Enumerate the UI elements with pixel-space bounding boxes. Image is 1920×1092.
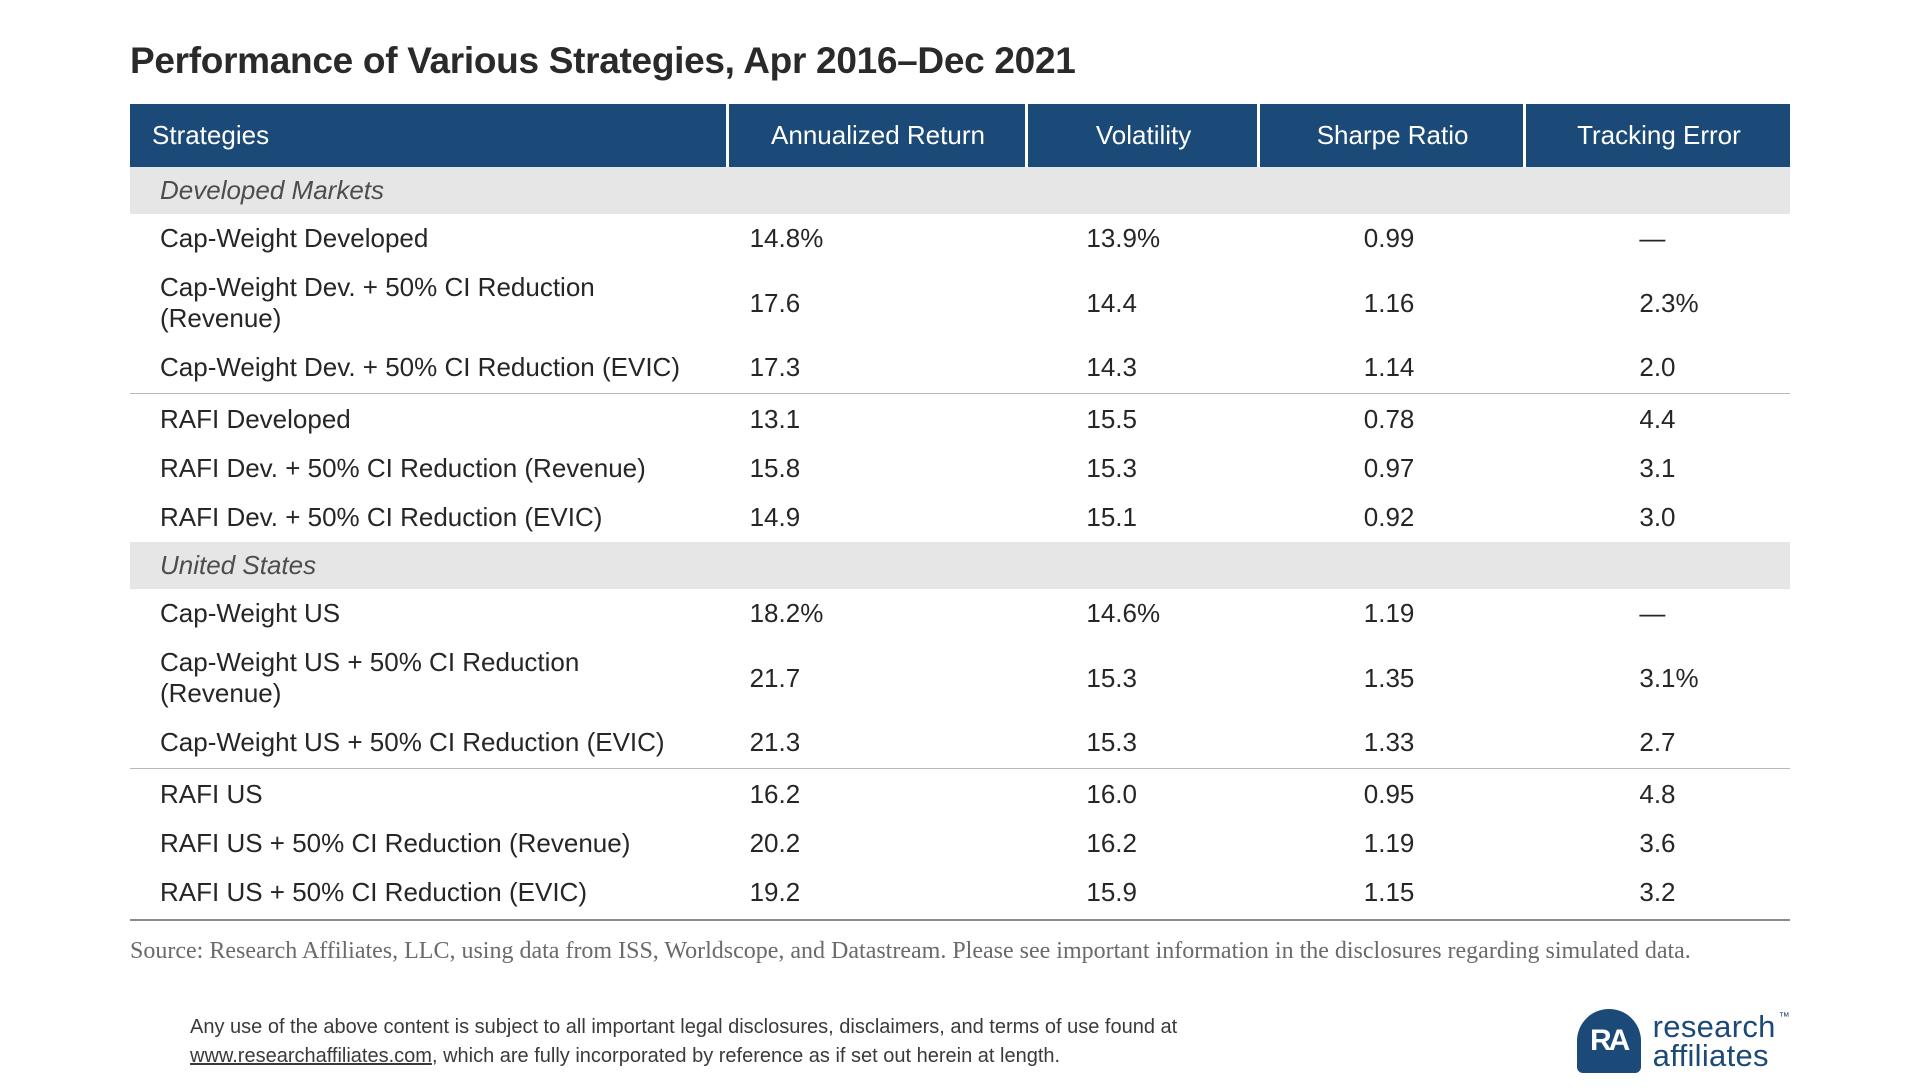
cell-annualized-return: 19.2: [728, 868, 1027, 917]
source-note: Source: Research Affiliates, LLC, using …: [130, 935, 1790, 967]
cell-tracking-error: 4.8: [1524, 770, 1790, 819]
cell-strategy: Cap-Weight Developed: [130, 214, 728, 263]
cell-strategy: Cap-Weight Dev. + 50% CI Reduction (Reve…: [130, 263, 728, 343]
footer: Any use of the above content is subject …: [130, 1013, 1790, 1073]
cell-annualized-return: 18.2%: [728, 589, 1027, 638]
cell-volatility: 14.3: [1026, 343, 1258, 392]
cell-volatility: 16.0: [1026, 770, 1258, 819]
table-row: RAFI US + 50% CI Reduction (EVIC)19.215.…: [130, 868, 1790, 917]
cell-strategy: RAFI US + 50% CI Reduction (Revenue): [130, 819, 728, 868]
cell-tracking-error: 3.6: [1524, 819, 1790, 868]
cell-sharpe: 1.19: [1259, 819, 1525, 868]
cell-sharpe: 0.95: [1259, 770, 1525, 819]
cell-sharpe: 1.15: [1259, 868, 1525, 917]
cell-sharpe: 0.99: [1259, 214, 1525, 263]
brand-wordmark: research™ affiliates: [1653, 1012, 1790, 1071]
cell-sharpe: 0.97: [1259, 444, 1525, 493]
cell-sharpe: 0.78: [1259, 395, 1525, 444]
section-label: United States: [130, 542, 1790, 589]
cell-tracking-error: 3.1%: [1524, 638, 1790, 718]
cell-tracking-error: 3.1: [1524, 444, 1790, 493]
cell-volatility: 15.1: [1026, 493, 1258, 542]
cell-strategy: Cap-Weight Dev. + 50% CI Reduction (EVIC…: [130, 343, 728, 392]
cell-tracking-error: 2.7: [1524, 718, 1790, 767]
cell-sharpe: 1.19: [1259, 589, 1525, 638]
table-row: RAFI Developed13.115.50.784.4: [130, 395, 1790, 444]
col-strategies: Strategies: [130, 104, 728, 167]
cell-tracking-error: 2.0: [1524, 343, 1790, 392]
cell-volatility: 15.3: [1026, 444, 1258, 493]
table-row: Cap-Weight US18.2%14.6%1.19—: [130, 589, 1790, 638]
table-row: Cap-Weight US + 50% CI Reduction (Revenu…: [130, 638, 1790, 718]
cell-annualized-return: 20.2: [728, 819, 1027, 868]
legal-prefix: Any use of the above content is subject …: [190, 1016, 1177, 1038]
cell-volatility: 16.2: [1026, 819, 1258, 868]
section-header: United States: [130, 542, 1790, 589]
cell-volatility: 14.4: [1026, 263, 1258, 343]
cell-sharpe: 1.16: [1259, 263, 1525, 343]
cell-annualized-return: 17.3: [728, 343, 1027, 392]
cell-volatility: 15.5: [1026, 395, 1258, 444]
table-row: RAFI Dev. + 50% CI Reduction (Revenue)15…: [130, 444, 1790, 493]
cell-strategy: RAFI US: [130, 770, 728, 819]
cell-tracking-error: —: [1524, 589, 1790, 638]
table-end-rule: [130, 917, 1790, 921]
table-row: Cap-Weight US + 50% CI Reduction (EVIC)2…: [130, 718, 1790, 767]
cell-annualized-return: 21.7: [728, 638, 1027, 718]
col-sharpe-ratio: Sharpe Ratio: [1259, 104, 1525, 167]
trademark-symbol: ™: [1779, 1011, 1790, 1023]
cell-strategy: RAFI US + 50% CI Reduction (EVIC): [130, 868, 728, 917]
brand-line2: affiliates: [1653, 1041, 1790, 1070]
cell-tracking-error: —: [1524, 214, 1790, 263]
cell-annualized-return: 14.9: [728, 493, 1027, 542]
cell-strategy: Cap-Weight US: [130, 589, 728, 638]
cell-volatility: 15.9: [1026, 868, 1258, 917]
cell-strategy: Cap-Weight US + 50% CI Reduction (Revenu…: [130, 638, 728, 718]
cell-annualized-return: 17.6: [728, 263, 1027, 343]
table-row: RAFI US + 50% CI Reduction (Revenue)20.2…: [130, 819, 1790, 868]
cell-volatility: 15.3: [1026, 638, 1258, 718]
cell-strategy: RAFI Developed: [130, 395, 728, 444]
cell-volatility: 13.9%: [1026, 214, 1258, 263]
ra-logo-icon: RA: [1577, 1009, 1641, 1073]
cell-strategy: RAFI Dev. + 50% CI Reduction (Revenue): [130, 444, 728, 493]
cell-annualized-return: 15.8: [728, 444, 1027, 493]
cell-strategy: RAFI Dev. + 50% CI Reduction (EVIC): [130, 493, 728, 542]
cell-annualized-return: 13.1: [728, 395, 1027, 444]
cell-tracking-error: 3.2: [1524, 868, 1790, 917]
page-title: Performance of Various Strategies, Apr 2…: [130, 40, 1790, 82]
table-row: Cap-Weight Developed14.8%13.9%0.99—: [130, 214, 1790, 263]
col-tracking-error: Tracking Error: [1524, 104, 1790, 167]
table-header-row: Strategies Annualized Return Volatility …: [130, 104, 1790, 167]
table-row: RAFI Dev. + 50% CI Reduction (EVIC)14.91…: [130, 493, 1790, 542]
cell-volatility: 14.6%: [1026, 589, 1258, 638]
table-row: RAFI US16.216.00.954.8: [130, 770, 1790, 819]
section-label: Developed Markets: [130, 167, 1790, 214]
cell-annualized-return: 21.3: [728, 718, 1027, 767]
cell-annualized-return: 14.8%: [728, 214, 1027, 263]
cell-tracking-error: 3.0: [1524, 493, 1790, 542]
legal-disclosure: Any use of the above content is subject …: [190, 1013, 1290, 1071]
cell-strategy: Cap-Weight US + 50% CI Reduction (EVIC): [130, 718, 728, 767]
cell-sharpe: 1.14: [1259, 343, 1525, 392]
col-volatility: Volatility: [1026, 104, 1258, 167]
table-row: Cap-Weight Dev. + 50% CI Reduction (Reve…: [130, 263, 1790, 343]
cell-volatility: 15.3: [1026, 718, 1258, 767]
legal-link[interactable]: www.researchaffiliates.com: [190, 1045, 432, 1067]
cell-sharpe: 0.92: [1259, 493, 1525, 542]
cell-tracking-error: 4.4: [1524, 395, 1790, 444]
legal-suffix: , which are fully incorporated by refere…: [432, 1045, 1060, 1067]
col-annualized-return: Annualized Return: [728, 104, 1027, 167]
performance-table: Strategies Annualized Return Volatility …: [130, 104, 1790, 921]
cell-sharpe: 1.33: [1259, 718, 1525, 767]
cell-tracking-error: 2.3%: [1524, 263, 1790, 343]
brand-logo-block: RA research™ affiliates: [1577, 1009, 1790, 1073]
section-header: Developed Markets: [130, 167, 1790, 214]
table-row: Cap-Weight Dev. + 50% CI Reduction (EVIC…: [130, 343, 1790, 392]
cell-annualized-return: 16.2: [728, 770, 1027, 819]
cell-sharpe: 1.35: [1259, 638, 1525, 718]
